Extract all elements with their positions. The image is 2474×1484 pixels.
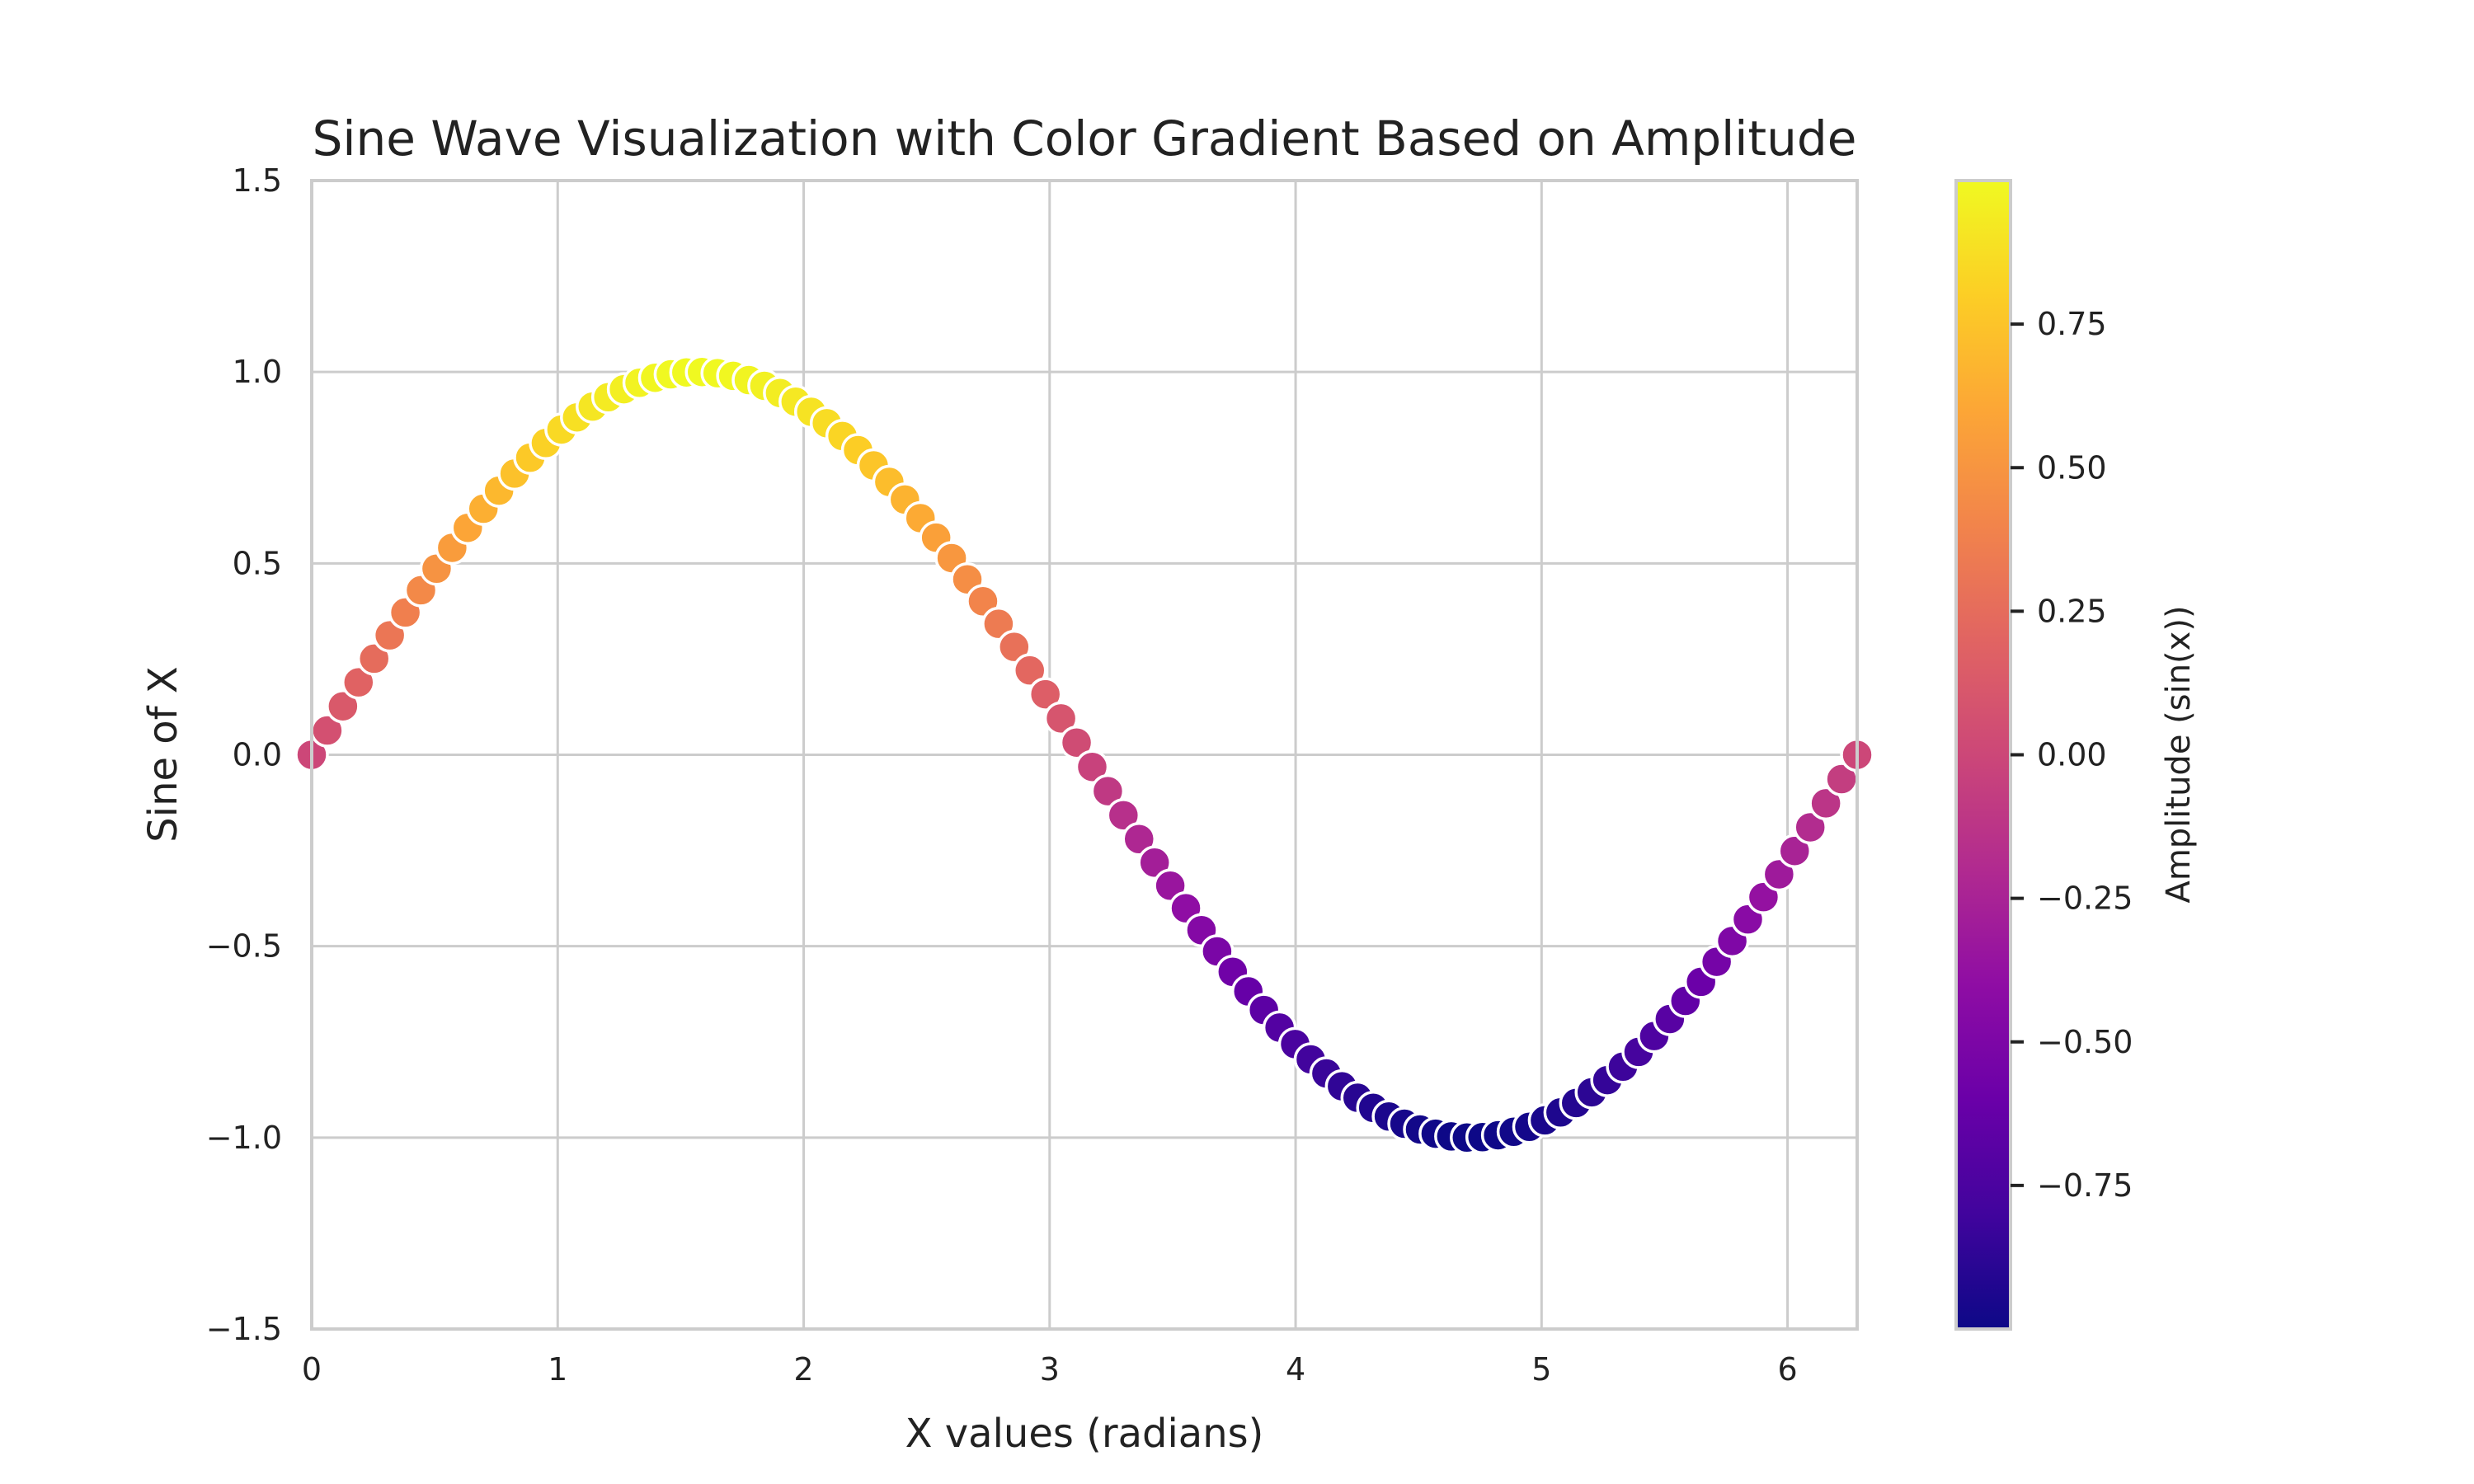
x-tick-label: 3 bbox=[1040, 1351, 1060, 1388]
data-point bbox=[1043, 701, 1079, 736]
colorbar-tick-label: −0.25 bbox=[2037, 881, 2133, 917]
data-point bbox=[1761, 857, 1797, 892]
y-tick-label: −1.5 bbox=[206, 1311, 282, 1347]
y-tick-label: 1.5 bbox=[233, 162, 282, 199]
data-point bbox=[1793, 810, 1827, 845]
data-point bbox=[1137, 845, 1172, 881]
colorbar-tick-label: −0.50 bbox=[2037, 1024, 2133, 1060]
chart-title: Sine Wave Visualization with Color Gradi… bbox=[313, 110, 1857, 167]
y-tick-labels: 1.5 1.0 0.5 0.0 −0.5 −1.0 −1.5 bbox=[206, 162, 282, 1347]
colorbar-tick-label: 0.75 bbox=[2037, 306, 2107, 342]
colorbar-tick-label: 0.00 bbox=[2037, 737, 2107, 773]
y-axis-label: Sine of X bbox=[140, 666, 186, 842]
y-tick-label: 1.0 bbox=[233, 354, 282, 390]
x-tick-label: 0 bbox=[302, 1351, 322, 1388]
grid-lines bbox=[312, 181, 1857, 1329]
data-point bbox=[1808, 786, 1843, 821]
y-tick-label: 0.0 bbox=[233, 737, 282, 773]
data-point bbox=[356, 641, 392, 676]
data-point bbox=[1059, 725, 1094, 760]
data-point bbox=[341, 665, 376, 700]
x-tick-label: 6 bbox=[1777, 1351, 1797, 1388]
x-tick-label: 5 bbox=[1531, 1351, 1551, 1388]
colorbar bbox=[1954, 179, 2012, 1331]
data-point bbox=[1090, 773, 1126, 809]
x-axis-label: X values (radians) bbox=[905, 1411, 1264, 1457]
y-tick-label: 0.5 bbox=[233, 545, 282, 581]
data-point bbox=[981, 606, 1016, 641]
data-point bbox=[1106, 798, 1141, 833]
data-point bbox=[1075, 749, 1110, 784]
colorbar-tick-label: −0.75 bbox=[2037, 1167, 2133, 1204]
data-point bbox=[1012, 653, 1047, 688]
colorbar-tick-label: 0.25 bbox=[2037, 593, 2107, 629]
data-points bbox=[294, 355, 1874, 1155]
x-tick-labels: 0 1 2 3 4 5 6 bbox=[302, 1351, 1798, 1388]
y-tick-label: −1.0 bbox=[206, 1120, 282, 1156]
colorbar-tick-label: 0.50 bbox=[2037, 449, 2107, 486]
data-point bbox=[326, 688, 360, 724]
data-point bbox=[1777, 834, 1813, 868]
y-tick-label: −0.5 bbox=[206, 928, 282, 965]
x-tick-label: 4 bbox=[1286, 1351, 1305, 1388]
x-tick-label: 1 bbox=[548, 1351, 567, 1388]
colorbar-label: Amplitude (sin(x)) bbox=[2160, 605, 2198, 903]
data-point bbox=[997, 629, 1032, 665]
plot-frame bbox=[310, 179, 1859, 1331]
data-point bbox=[1122, 822, 1157, 857]
data-point bbox=[1028, 677, 1063, 711]
colorbar-ticks: 0.75 0.50 0.25 0.00 −0.25 −0.50 −0.75 bbox=[2011, 306, 2133, 1204]
x-tick-label: 2 bbox=[793, 1351, 813, 1388]
